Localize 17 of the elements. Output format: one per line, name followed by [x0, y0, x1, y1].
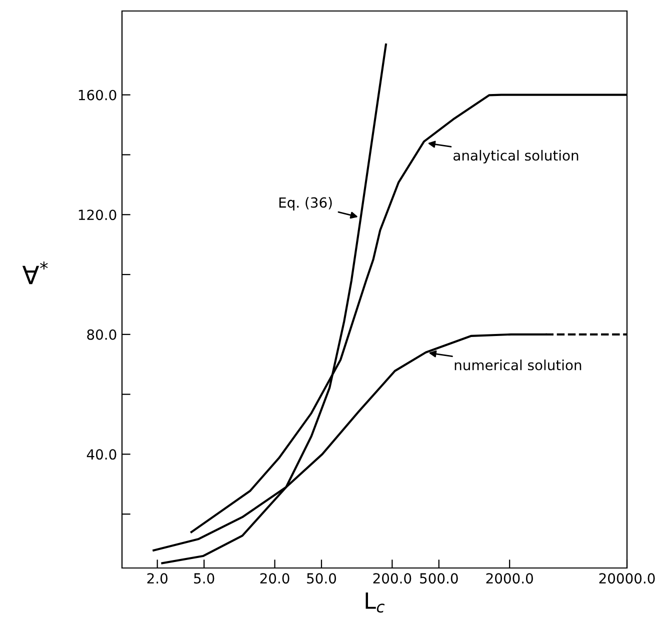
annotation: analytical solution	[454, 150, 578, 164]
x-tick-label: 5.0	[194, 573, 214, 584]
annotation: numerical solution	[454, 360, 582, 370]
x-tick-label: 50.0	[307, 573, 336, 584]
x-tick-label: 20.0	[260, 573, 290, 584]
y-tick-label: 160.0	[78, 90, 116, 100]
x-tick-label: 20000.0	[599, 573, 655, 584]
x-tick-label: 2000.0	[486, 573, 533, 584]
x-axis-title: L$_{c}$	[366, 592, 385, 613]
y-tick-label: 120.0	[78, 210, 116, 220]
y-tick-label: 40.0	[86, 449, 116, 460]
x-tick-label: 2.0	[147, 573, 168, 584]
y-tick-label: 80.0	[87, 329, 116, 340]
x-tick-label: 200.0	[373, 573, 412, 584]
x-tick-label: 500.0	[420, 573, 458, 584]
annotation: Eq. (36)	[279, 197, 332, 210]
y-axis-title: ∀$^{*}$	[22, 262, 48, 284]
